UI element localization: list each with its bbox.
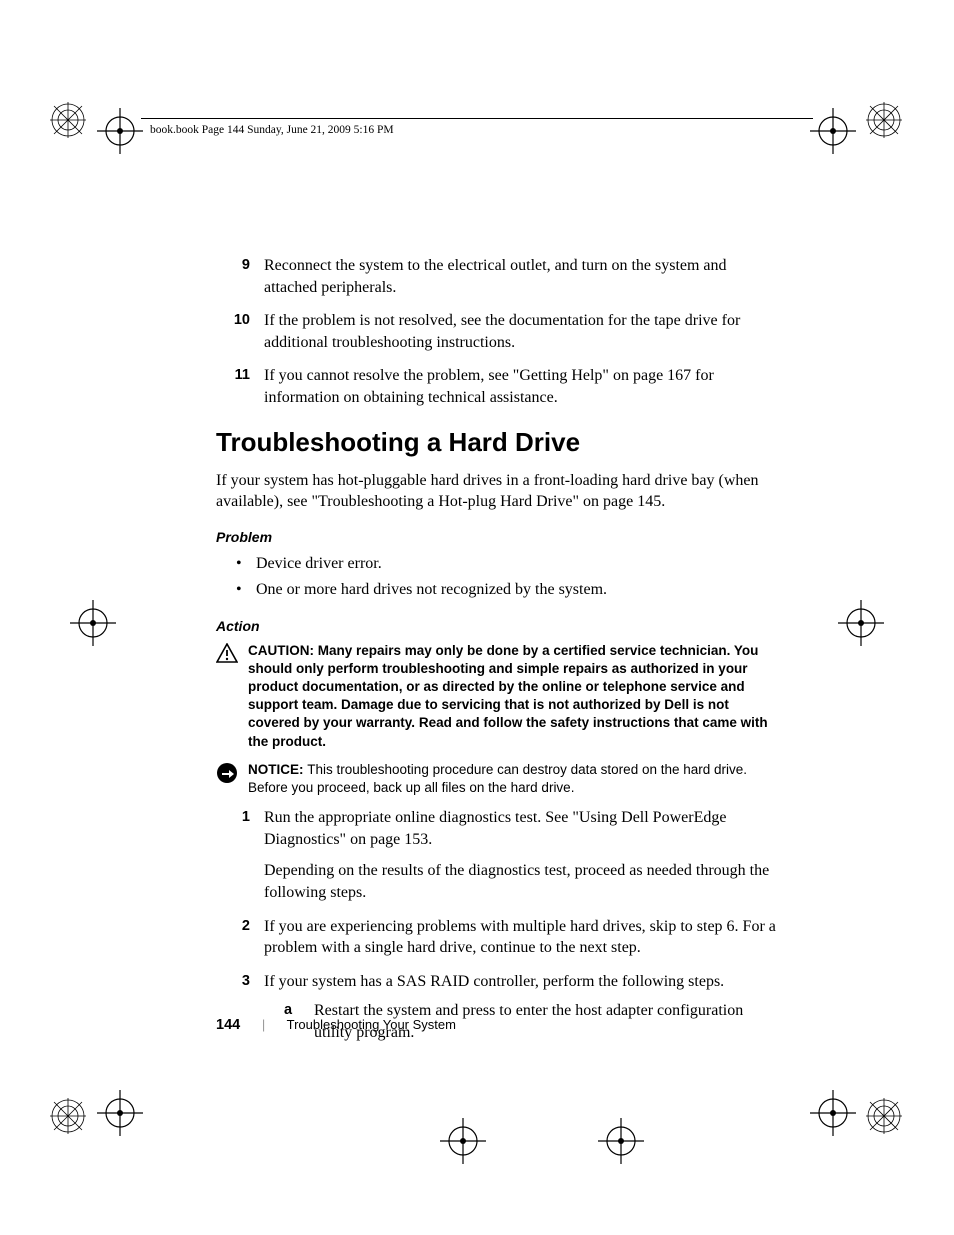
intro-paragraph: If your system has hot-pluggable hard dr… [216,470,776,513]
page-number: 144 [216,1017,240,1033]
content-area: 9Reconnect the system to the electrical … [216,255,776,1056]
list-item: 10If the problem is not resolved, see th… [216,310,776,353]
notice-text: NOTICE: This troubleshooting procedure c… [248,761,776,797]
list-item: 1Run the appropriate online diagnostics … [216,807,776,903]
notice-icon [216,761,248,797]
crop-mark-icon [598,1118,644,1164]
crop-mark-icon [97,108,143,154]
footer-separator: | [262,1017,265,1032]
bullet-icon: • [236,579,256,601]
crop-mark-icon [810,108,856,154]
list-item: 2If you are experiencing problems with m… [216,916,776,959]
caution-body: Many repairs may only be done by a certi… [248,643,768,749]
caution-lead: CAUTION: [248,643,318,658]
running-head: book.book Page 144 Sunday, June 21, 2009… [150,124,394,136]
burst-icon [864,100,904,140]
caution-callout: CAUTION: Many repairs may only be done b… [216,642,776,751]
step-text: If you cannot resolve the problem, see "… [264,365,776,408]
caution-icon [216,642,248,751]
crop-mark-icon [97,1090,143,1136]
crop-mark-icon [440,1118,486,1164]
crop-mark-icon [70,600,116,646]
burst-icon [48,1096,88,1136]
notice-lead: NOTICE: [248,762,307,777]
list-item: •Device driver error. [236,553,776,575]
step-text: Run the appropriate online diagnostics t… [264,807,776,903]
step-number: 10 [216,310,264,353]
bullet-text: Device driver error. [256,553,382,575]
problem-subhead: Problem [216,529,776,545]
list-item: •One or more hard drives not recognized … [236,579,776,601]
step-text-extra: Depending on the results of the diagnost… [264,860,776,903]
notice-callout: NOTICE: This troubleshooting procedure c… [216,761,776,797]
footer-section: Troubleshooting Your System [287,1017,456,1032]
bullet-icon: • [236,553,256,575]
notice-body: This troubleshooting procedure can destr… [248,762,747,795]
list-item: 9Reconnect the system to the electrical … [216,255,776,298]
page-footer: 144 | Troubleshooting Your System [216,1017,456,1033]
bullet-text: One or more hard drives not recognized b… [256,579,607,601]
burst-icon [48,100,88,140]
step-number: 2 [216,916,264,959]
action-subhead: Action [216,618,776,634]
step-number: 1 [216,807,264,903]
crop-mark-icon [810,1090,856,1136]
step-number: 9 [216,255,264,298]
step-text: If you are experiencing problems with mu… [264,916,776,959]
header-rule [141,118,813,119]
caution-text: CAUTION: Many repairs may only be done b… [248,642,776,751]
crop-mark-icon [838,600,884,646]
list-item: 11If you cannot resolve the problem, see… [216,365,776,408]
section-heading: Troubleshooting a Hard Drive [216,427,776,458]
step-number: 11 [216,365,264,408]
burst-icon [864,1096,904,1136]
step-text: Reconnect the system to the electrical o… [264,255,776,298]
step-text: If the problem is not resolved, see the … [264,310,776,353]
page: book.book Page 144 Sunday, June 21, 2009… [0,0,954,1235]
